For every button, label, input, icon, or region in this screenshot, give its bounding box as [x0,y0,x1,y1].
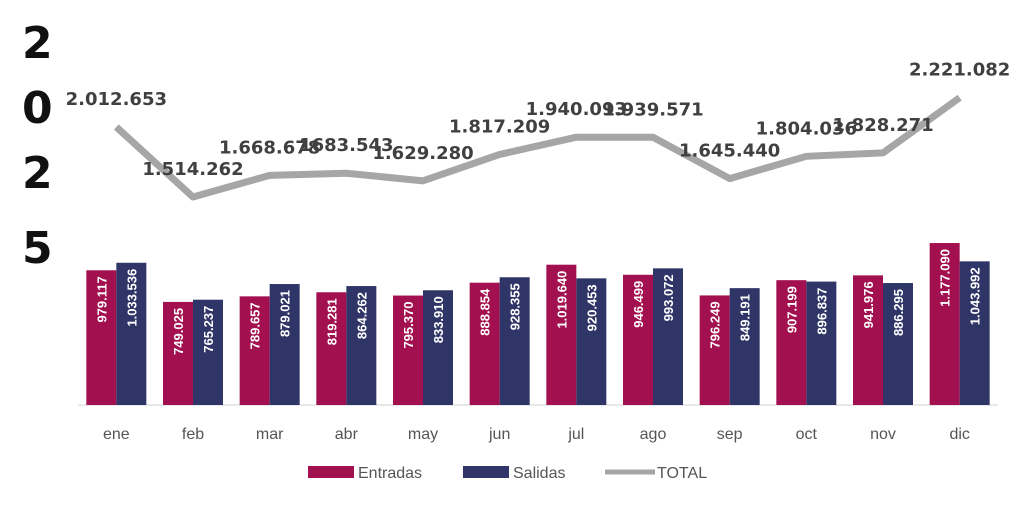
legend-label: Entradas [358,465,422,482]
legend-label: Salidas [513,465,565,482]
bar-data-label: 896.837 [814,288,829,335]
bar-entradas [699,295,730,405]
bar-salidas [883,283,913,405]
bar-data-label: 888.854 [478,288,493,336]
bar-salidas [729,288,760,405]
bar-entradas [623,274,653,405]
line-data-label: 1.514.262 [142,159,243,180]
title-digit: 5 [22,223,53,274]
total-line [113,94,962,201]
bar-data-label: 946.499 [631,281,646,328]
bar-data-label: 920.453 [584,284,599,331]
bar-entradas [853,275,883,405]
bar-data-label: 1.043.992 [968,267,983,325]
legend-swatch [308,466,354,478]
x-tick-label: ago [640,426,667,443]
bar-data-label: 941.976 [861,281,876,328]
bar-entradas [929,243,960,405]
bar-entradas [316,292,347,405]
title-digit: 0 [22,83,53,134]
bar-data-label: 795.370 [401,302,416,349]
bar-entradas [239,296,270,405]
x-tick-label: sep [717,426,743,443]
x-tick-label: nov [870,426,896,443]
bar-salidas [959,261,990,405]
bar-data-label: 849.191 [738,294,753,341]
line-data-label: 1.939.571 [602,99,703,120]
bar-salidas [116,262,147,405]
bar-salidas [193,299,223,405]
bar-data-label: 928.355 [508,283,523,330]
bar-data-label: 749.025 [171,308,186,355]
bar-data-label: 979.117 [94,276,109,322]
x-tick-label: jul [567,426,584,443]
x-tick-label: dic [949,426,969,443]
x-tick-label: mar [256,426,284,443]
line-data-label: 2.221.082 [909,60,1010,81]
bar-data-label: 789.657 [248,302,263,349]
x-tick-label: abr [335,426,359,443]
bar-data-label: 1.177.090 [938,249,953,307]
bar-salidas [346,286,377,405]
x-tick-label: ene [103,426,130,443]
bar-data-label: 886.295 [891,289,906,336]
bar-data-label: 1.019.640 [554,271,569,329]
bar-entradas [776,280,807,405]
line-data-label: 2.012.653 [66,89,167,110]
line-data-label: 1683.543 [299,135,394,156]
x-tick-label: feb [182,426,204,443]
bar-data-label: 833.910 [431,296,446,343]
bar-salidas [499,277,530,405]
title-digit: 2 [22,18,53,69]
x-tick-label: may [408,426,438,443]
bar-data-label: 907.199 [784,286,799,333]
line-data-label: 1.629.280 [372,143,473,164]
x-tick-label: oct [796,426,818,443]
bar-data-label: 819.281 [324,298,339,345]
bar-entradas [393,295,423,405]
line-data-label: 1.645.440 [679,141,780,162]
bar-data-label: 864.262 [354,292,369,339]
bar-data-label: 796.249 [708,301,723,348]
line-data-label: 1.828.271 [832,115,933,136]
bar-data-label: 1.033.536 [124,269,139,327]
legend-label: TOTAL [657,465,707,482]
line-data-label: 1.817.209 [449,116,550,137]
bar-salidas [806,281,837,405]
line-data-label: 1.668.678 [219,137,320,158]
bar-salidas [423,290,453,405]
bar-entradas [546,264,577,405]
bar-entradas [469,282,500,405]
bar-data-label: 993.072 [661,274,676,321]
title-digit: 2 [22,148,53,199]
bar-salidas [269,284,300,405]
bar-entradas [163,301,193,405]
bar-data-label: 879.021 [278,290,293,337]
bar-salidas [576,278,607,405]
line-data-label: 1.940.093 [526,99,627,120]
bar-entradas [86,270,117,405]
x-tick-label: jun [488,426,510,443]
line-data-label: 1.804.036 [756,118,857,139]
bar-data-label: 765.237 [201,306,216,353]
legend-swatch [463,466,509,478]
bar-salidas [653,268,683,405]
